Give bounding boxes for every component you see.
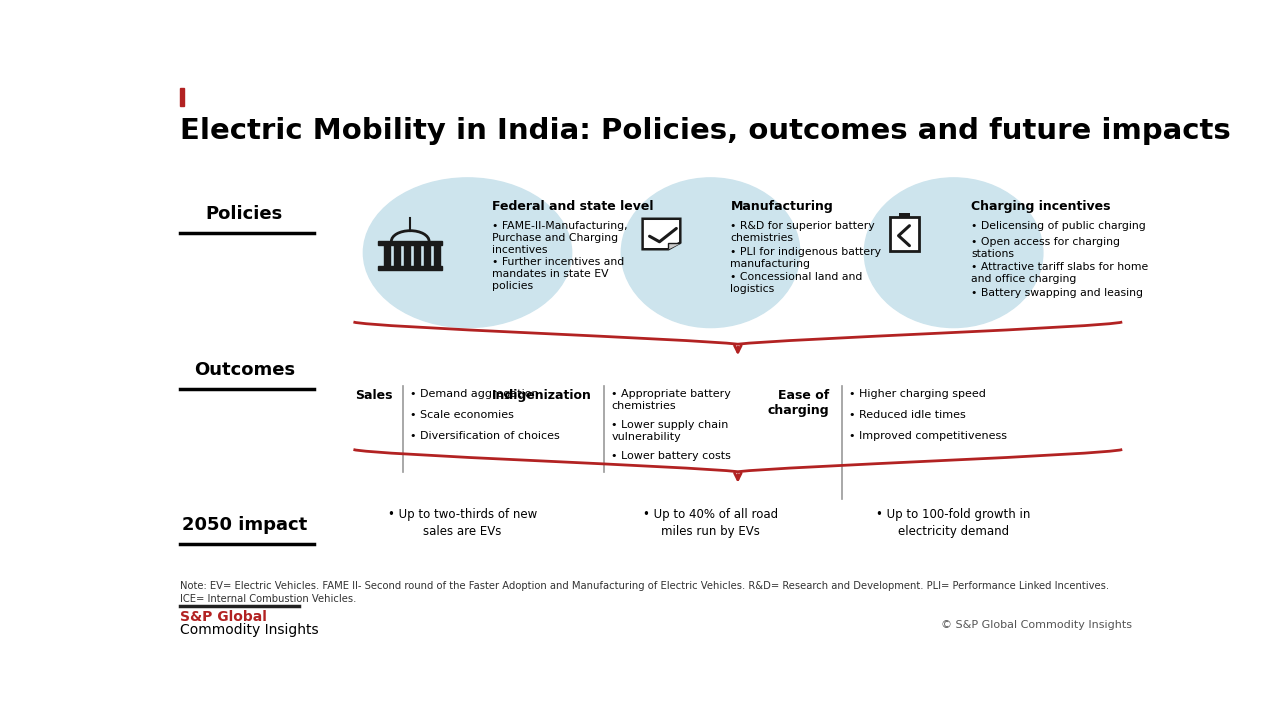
Text: • Higher charging speed: • Higher charging speed [850, 389, 987, 399]
Text: • Up to 100-fold growth in
electricity demand: • Up to 100-fold growth in electricity d… [877, 508, 1030, 538]
PathPatch shape [643, 219, 680, 249]
Text: Note: EV= Electric Vehicles. FAME II- Second round of the Faster Adoption and Ma: Note: EV= Electric Vehicles. FAME II- Se… [179, 581, 1108, 604]
Text: • Up to 40% of all road
miles run by EVs: • Up to 40% of all road miles run by EVs [643, 508, 778, 538]
Text: • Battery swapping and leasing: • Battery swapping and leasing [972, 288, 1143, 297]
Bar [404, 245, 410, 266]
Text: • Lower supply chain
vulnerability: • Lower supply chain vulnerability [612, 420, 728, 441]
Text: © S&P Global Commodity Insights: © S&P Global Commodity Insights [941, 620, 1132, 630]
Text: Manufacturing: Manufacturing [731, 200, 833, 213]
Text: • Demand aggregation: • Demand aggregation [410, 389, 539, 399]
Text: Indigenization: Indigenization [492, 389, 591, 402]
Text: Policies: Policies [206, 205, 283, 223]
Bar [899, 213, 910, 217]
Bar [415, 245, 420, 266]
Text: • Up to two-thirds of new
sales are EVs: • Up to two-thirds of new sales are EVs [388, 508, 538, 538]
Text: 2050 impact: 2050 impact [182, 516, 307, 534]
PathPatch shape [668, 243, 680, 249]
Ellipse shape [864, 178, 1043, 328]
Bar [434, 245, 440, 266]
Text: • Concessional land and
logistics: • Concessional land and logistics [731, 272, 863, 294]
Text: • Improved competitiveness: • Improved competitiveness [850, 431, 1007, 441]
Text: • Diversification of choices: • Diversification of choices [410, 431, 559, 441]
Text: Charging incentives: Charging incentives [972, 200, 1111, 213]
Bar [890, 217, 919, 251]
Text: • FAME-II-Manufacturing,
Purchase and Charging
incentives: • FAME-II-Manufacturing, Purchase and Ch… [493, 221, 628, 255]
Text: Electric Mobility in India: Policies, outcomes and future impacts: Electric Mobility in India: Policies, ou… [179, 117, 1230, 145]
Text: • Lower battery costs: • Lower battery costs [612, 451, 731, 461]
Text: • PLI for indigenous battery
manufacturing: • PLI for indigenous battery manufacturi… [731, 247, 882, 269]
Bar [424, 245, 430, 266]
Ellipse shape [621, 178, 800, 328]
Text: • Open access for charging
stations: • Open access for charging stations [972, 237, 1120, 258]
Text: Commodity Insights: Commodity Insights [179, 623, 319, 637]
Text: • Attractive tariff slabs for home
and office charging: • Attractive tariff slabs for home and o… [972, 262, 1148, 284]
Text: Outcomes: Outcomes [193, 361, 294, 379]
Text: • Scale economies: • Scale economies [410, 410, 513, 420]
Text: Federal and state level: Federal and state level [493, 200, 654, 213]
Ellipse shape [364, 178, 572, 328]
Bar [379, 266, 442, 270]
Text: • R&D for superior battery
chemistries: • R&D for superior battery chemistries [731, 221, 876, 243]
Text: Sales: Sales [356, 389, 393, 402]
Bar [379, 241, 442, 245]
Text: Ease of
charging: Ease of charging [768, 389, 829, 417]
Text: S&P Global: S&P Global [179, 611, 266, 624]
Text: • Reduced idle times: • Reduced idle times [850, 410, 966, 420]
Bar [394, 245, 401, 266]
Text: • Further incentives and
mandates in state EV
policies: • Further incentives and mandates in sta… [493, 256, 625, 291]
Bar [384, 245, 390, 266]
Bar [179, 88, 184, 106]
Text: • Appropriate battery
chemistries: • Appropriate battery chemistries [612, 389, 731, 410]
Text: • Delicensing of public charging: • Delicensing of public charging [972, 221, 1146, 231]
